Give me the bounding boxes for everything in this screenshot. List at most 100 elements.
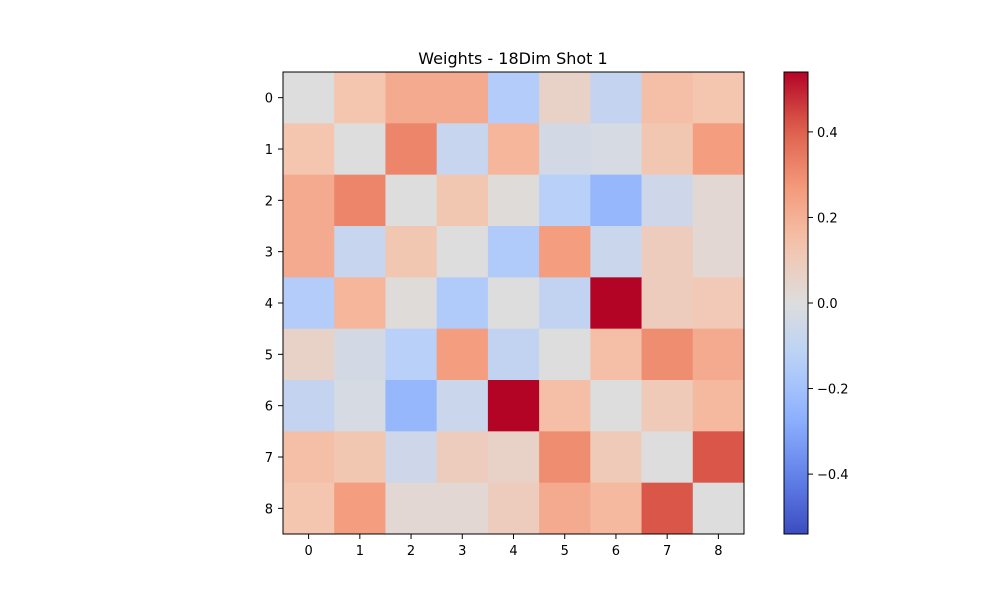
colorbar: −0.4 −0.2 0.0 0.2 0.4: [783, 71, 849, 535]
heatmap-cells: [283, 72, 745, 535]
x-tick-label: 3: [458, 544, 466, 559]
y-tick-label: 2: [265, 194, 273, 209]
colorbar-ticks: −0.4 −0.2 0.0 0.2 0.4: [808, 126, 849, 483]
colorbar-tick-label: 0.2: [817, 211, 838, 226]
heatmap-cell: [692, 123, 745, 176]
heatmap-cell: [487, 482, 540, 535]
heatmap-cell: [436, 226, 489, 278]
x-tick-label: 5: [561, 544, 569, 559]
heatmap-cell: [641, 380, 694, 432]
heatmap-cell: [641, 482, 694, 535]
heatmap-cell: [539, 72, 591, 124]
y-tick-label: 4: [265, 297, 273, 312]
heatmap-cell: [539, 431, 591, 484]
x-tick-label: 8: [714, 544, 722, 559]
heatmap-cell: [385, 431, 438, 484]
heatmap-cell: [334, 174, 386, 227]
heatmap-cell: [692, 431, 745, 484]
heatmap-cell: [283, 72, 335, 124]
x-tick-label: 0: [304, 544, 312, 559]
colorbar-tick-label: −0.2: [817, 383, 849, 398]
heatmap-cell: [590, 482, 643, 535]
heatmap-cell: [590, 72, 643, 124]
x-tick-label: 4: [509, 544, 517, 559]
heatmap-cell: [385, 277, 438, 330]
heatmap-cell: [539, 226, 591, 278]
heatmap-cell: [539, 328, 591, 381]
heatmap-cell: [539, 123, 591, 176]
heatmap-cell: [487, 174, 540, 227]
heatmap-cell: [436, 328, 489, 381]
heatmap-cell: [641, 328, 694, 381]
heatmap-cell: [487, 380, 540, 432]
heatmap-cell: [334, 72, 386, 124]
heatmap-cell: [436, 123, 489, 176]
heatmap-cell: [487, 328, 540, 381]
heatmap-cell: [692, 277, 745, 330]
heatmap-cell: [334, 277, 386, 330]
heatmap-cell: [590, 174, 643, 227]
heatmap-cell: [692, 174, 745, 227]
heatmap-cell: [436, 72, 489, 124]
heatmap-cell: [590, 431, 643, 484]
colorbar-tick-label: 0.0: [817, 297, 838, 312]
heatmap-cell: [385, 226, 438, 278]
heatmap-cell: [283, 174, 335, 227]
chart-title: Weights - 18Dim Shot 1: [418, 49, 607, 68]
x-tick-label: 6: [612, 544, 620, 559]
y-tick-label: 0: [265, 92, 273, 107]
heatmap-cell: [334, 380, 386, 432]
heatmap-cell: [436, 277, 489, 330]
heatmap-cell: [641, 226, 694, 278]
heatmap-cell: [641, 174, 694, 227]
heatmap-cell: [283, 482, 335, 535]
heatmap-cell: [436, 174, 489, 227]
heatmap-cell: [487, 431, 540, 484]
heatmap-cell: [436, 482, 489, 535]
heatmap-cell: [487, 226, 540, 278]
x-tick-label: 2: [407, 544, 415, 559]
heatmap-cell: [539, 174, 591, 227]
y-tick-label: 5: [265, 348, 273, 363]
heatmap-cell: [283, 226, 335, 278]
heatmap-cell: [641, 72, 694, 124]
heatmap-cell: [692, 380, 745, 432]
heatmap-cell: [590, 277, 643, 330]
x-tick-label: 7: [663, 544, 671, 559]
heatmap-cell: [334, 431, 386, 484]
heatmap-cell: [385, 123, 438, 176]
heatmap-cell: [692, 226, 745, 278]
heatmap-cell: [539, 277, 591, 330]
heatmap-cell: [692, 482, 745, 535]
heatmap-cell: [487, 277, 540, 330]
x-tick-label: 1: [356, 544, 364, 559]
heatmap-cell: [283, 277, 335, 330]
heatmap-cell: [641, 277, 694, 330]
heatmap-cell: [283, 123, 335, 176]
x-axis: 0 1 2 3 4 5 6 7 8: [304, 534, 723, 559]
heatmap-cell: [283, 431, 335, 484]
heatmap-cell: [385, 174, 438, 227]
heatmap-cell: [539, 482, 591, 535]
heatmap-cell: [385, 482, 438, 535]
colorbar-tick-label: 0.4: [817, 126, 838, 141]
y-axis: 0 1 2 3 4 5 6 7 8: [265, 92, 283, 517]
heatmap-cell: [334, 226, 386, 278]
heatmap-cell: [487, 123, 540, 176]
heatmap-cell: [641, 123, 694, 176]
heatmap-cell: [590, 380, 643, 432]
heatmap-cell: [590, 328, 643, 381]
y-tick-label: 7: [265, 451, 273, 466]
heatmap-cell: [692, 328, 745, 381]
heatmap-cell: [385, 72, 438, 124]
colorbar-tick-label: −0.4: [817, 468, 849, 483]
heatmap-cell: [436, 380, 489, 432]
heatmap-cell: [487, 72, 540, 124]
heatmap-cell: [283, 380, 335, 432]
heatmap-cell: [436, 431, 489, 484]
y-tick-label: 3: [265, 246, 273, 261]
heatmap-cell: [692, 72, 745, 124]
heatmap-cell: [539, 380, 591, 432]
heatmap-cell: [590, 123, 643, 176]
y-tick-label: 6: [265, 400, 273, 415]
